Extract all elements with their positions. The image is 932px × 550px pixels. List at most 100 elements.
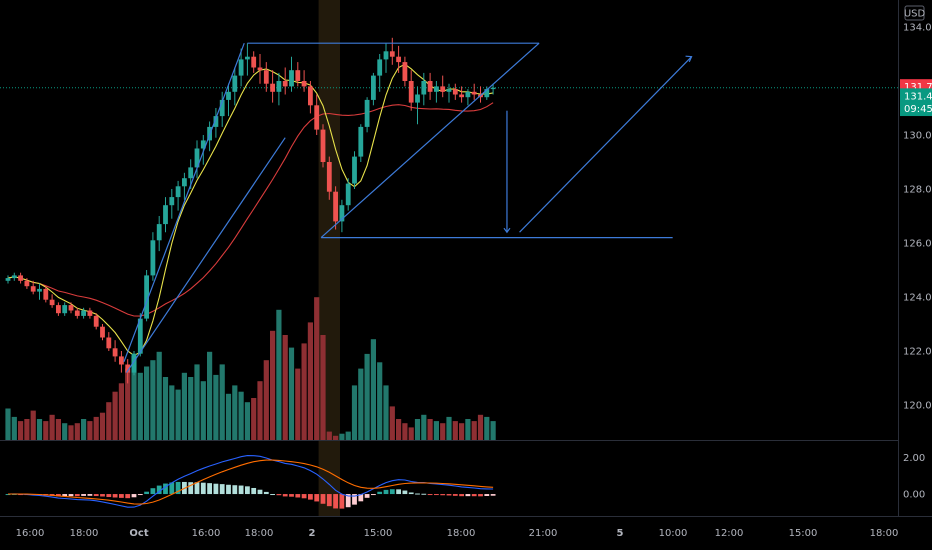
candle: [175, 180, 181, 211]
volume-bar: [383, 385, 389, 440]
volume-bar: [396, 419, 402, 440]
macd-histogram-bar: [200, 482, 206, 495]
candle-body: [371, 75, 376, 100]
price-tag-box: [900, 88, 932, 104]
candle-body: [408, 81, 414, 103]
volume-bar: [62, 423, 68, 440]
candle-body: [163, 205, 168, 225]
candle: [263, 62, 269, 92]
price-tick-label: 126.00: [903, 239, 932, 250]
candle-body: [364, 99, 370, 127]
volume-bar: [36, 419, 43, 440]
volume-bar: [74, 423, 80, 440]
candle-body: [125, 364, 131, 373]
candle-body: [112, 348, 118, 357]
candle: [421, 72, 427, 106]
volume-bar: [87, 421, 93, 440]
trend-annotations[interactable]: [123, 42, 693, 373]
volume-bar: [477, 414, 484, 440]
volume-bar: [339, 433, 345, 440]
volume-bar: [433, 421, 439, 440]
time-tick-label: Oct: [129, 528, 148, 539]
volume-bar: [276, 309, 282, 440]
time-tick-label: 15:00: [789, 528, 818, 539]
volume-bar: [484, 416, 490, 440]
candle: [144, 270, 149, 322]
volume-bar: [345, 431, 351, 440]
macd-histogram-bar: [396, 489, 401, 495]
macd-histogram-bar: [339, 494, 345, 509]
macd-histogram-bar: [56, 494, 61, 497]
volume-bar: [200, 381, 206, 440]
volume-bar: [181, 372, 187, 440]
volume-bar: [131, 356, 137, 440]
volume-bar: [490, 421, 496, 440]
macd-histogram-bar: [81, 494, 86, 496]
macd-histogram-bar: [226, 484, 231, 495]
macd-histogram-bar: [150, 488, 156, 495]
macd-histogram-bar: [238, 485, 244, 495]
macd-signal-line: [8, 459, 494, 505]
channel-lower-line: [125, 137, 286, 373]
candle: [402, 56, 408, 87]
candle-body: [339, 205, 345, 222]
candle: [314, 94, 320, 135]
candle-body: [434, 86, 439, 92]
candle: [320, 124, 326, 168]
macd-histogram-bar: [188, 482, 194, 495]
macd-histogram-bar: [326, 494, 332, 507]
macd-histogram-bar: [415, 493, 420, 495]
candle: [383, 43, 389, 73]
candle-body: [18, 275, 23, 281]
volume-bar: [55, 419, 61, 440]
volume-bar: [43, 421, 49, 440]
candle-body: [226, 91, 231, 100]
price-tag-box: [900, 101, 932, 117]
time-tick-label: 18:00: [870, 528, 899, 539]
time-tick-label: 2: [309, 528, 316, 539]
candle-body: [301, 81, 307, 87]
candle-body: [333, 191, 338, 222]
volume-bar: [213, 374, 219, 440]
volume-bar: [402, 423, 408, 440]
candle: [93, 313, 99, 330]
candle-body: [81, 310, 86, 316]
macd-histogram-bar: [100, 494, 105, 497]
volume-bar: [370, 339, 376, 440]
macd-histogram-bar: [112, 494, 118, 498]
candle: [131, 351, 137, 376]
time-tick-label: 18:00: [70, 528, 99, 539]
volume-bar: [144, 366, 150, 440]
macd-histogram-bar: [245, 486, 250, 495]
macd-histogram-bar: [125, 494, 131, 499]
volume-bar: [11, 416, 17, 440]
candle: [434, 81, 439, 103]
macd-histogram-bar: [377, 491, 383, 495]
macd-histogram-bar: [263, 491, 269, 495]
time-tick-label: 10:00: [659, 528, 688, 539]
ma-slow-line: [7, 102, 494, 317]
candle: [56, 302, 61, 316]
price-tick-label: 120.00: [903, 401, 932, 412]
volume-bar: [106, 402, 112, 440]
price-tick-label: 128.00: [903, 185, 932, 196]
candle-body: [490, 87, 496, 90]
candle-body: [377, 59, 383, 76]
candle: [257, 54, 263, 84]
candle: [194, 140, 200, 179]
volume-bar: [5, 408, 11, 440]
candle-body: [100, 326, 105, 338]
macd-histogram-bar: [87, 494, 93, 496]
candle: [377, 54, 383, 92]
candle: [301, 70, 307, 92]
candle-body: [245, 56, 250, 60]
candle: [471, 83, 477, 100]
candle: [276, 72, 282, 106]
candle: [345, 178, 351, 211]
macd-histogram-bar: [484, 494, 490, 497]
volume-bar: [257, 381, 263, 440]
candle: [396, 45, 401, 73]
macd-histogram-bar: [389, 489, 395, 495]
candle-body: [156, 224, 162, 241]
